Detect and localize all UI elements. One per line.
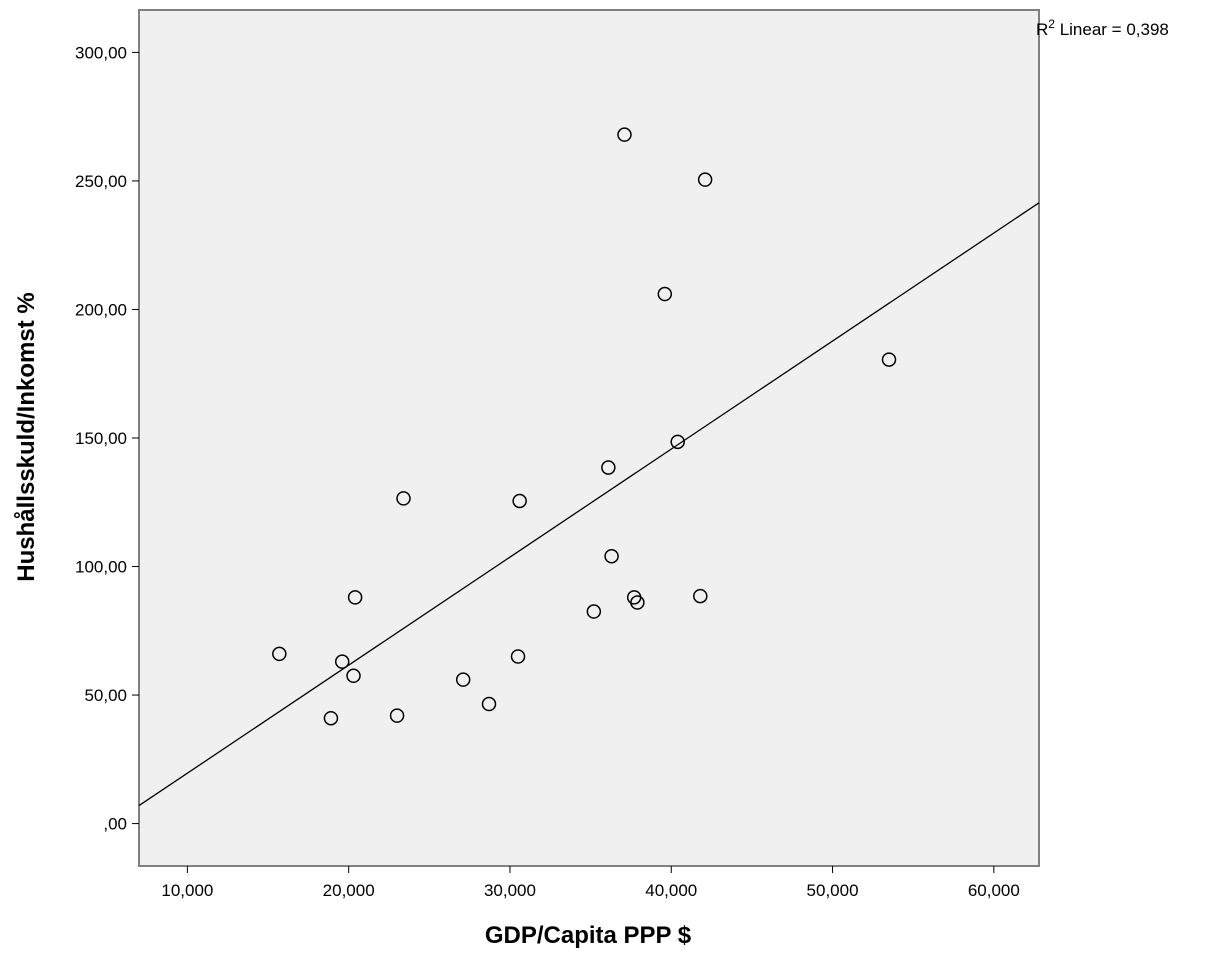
x-tick-label: 40,000	[645, 881, 697, 900]
data-point	[693, 588, 708, 604]
x-tick-label: 10,000	[161, 881, 213, 900]
data-point	[670, 434, 685, 450]
data-point	[481, 696, 497, 712]
y-axis-title: Hushållsskuld/Inkomst %	[13, 292, 40, 581]
fit-line	[138, 202, 1040, 807]
y-axis: ,00 50,00 100,00 150,00 200,00 250,00 300,00	[75, 43, 139, 834]
plot-area	[138, 9, 1040, 867]
data-point	[657, 286, 673, 302]
data-point	[630, 595, 645, 610]
data-point	[510, 649, 526, 664]
y-tick-label: 100,00	[75, 558, 127, 577]
y-tick-label: 300,00	[75, 43, 127, 62]
data-point	[346, 668, 361, 684]
x-tick-label: 30,000	[484, 881, 536, 900]
data-point	[881, 352, 897, 367]
data-point	[455, 672, 471, 687]
y-tick-label: 150,00	[75, 429, 127, 448]
y-tick-label: 50,00	[84, 686, 127, 705]
fit-line-label: R2 Linear = 0,398	[1036, 17, 1169, 39]
data-point	[347, 590, 363, 605]
data-point	[389, 708, 405, 723]
data-point	[334, 654, 350, 669]
x-axis-title: GDP/Capita PPP $	[485, 922, 692, 949]
y-tick-label: 250,00	[75, 172, 127, 191]
fit-line-group	[138, 202, 1040, 807]
data-point	[604, 548, 619, 564]
x-tick-label: 50,000	[807, 881, 859, 900]
data-point	[396, 491, 411, 506]
data-point	[601, 460, 616, 475]
data-point	[512, 493, 527, 509]
data-point	[272, 646, 287, 662]
fit-line-label-superscript: 2	[1048, 17, 1055, 31]
data-point	[586, 604, 602, 619]
data-point	[323, 710, 339, 726]
data-point	[617, 127, 632, 142]
x-tick-label: 60,000	[968, 881, 1020, 900]
y-tick-label: ,00	[103, 815, 127, 834]
x-tick-label: 20,000	[323, 881, 375, 900]
y-tick-label: 200,00	[75, 300, 127, 319]
x-axis: 10,000 20,000 30,000 40,000 50,000 60,000	[161, 866, 1020, 900]
data-point	[697, 172, 713, 187]
data-points	[272, 127, 897, 726]
